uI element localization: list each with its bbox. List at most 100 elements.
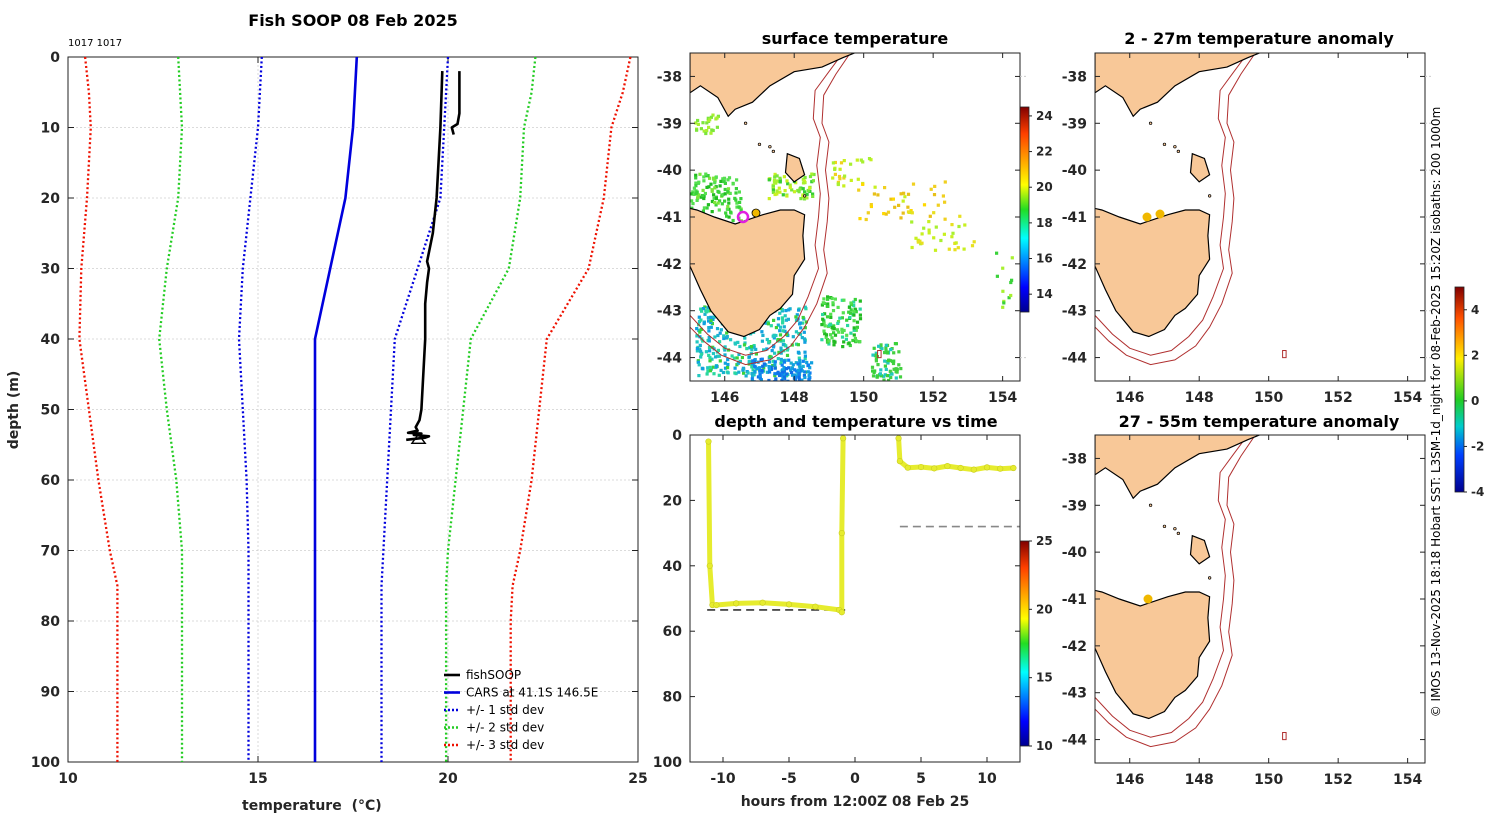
sst-pixel (705, 372, 709, 376)
sst-pixel (879, 343, 883, 347)
sst-pixel (711, 317, 715, 322)
sst-pixel (884, 343, 888, 347)
sst-pixel (831, 303, 835, 307)
sst-pixel (842, 184, 846, 188)
sst-pixel (807, 378, 811, 381)
dt-xtick-label: 5 (916, 771, 926, 787)
sst-pixel (836, 320, 841, 324)
sst-pixel (710, 128, 714, 132)
sst-pixel (695, 190, 699, 194)
sst-pixel (847, 310, 851, 314)
sst-pixel (694, 173, 698, 177)
sst-pixel (901, 211, 905, 215)
sst-pixel (739, 208, 743, 212)
dt-ytick-label: 100 (653, 755, 682, 771)
map-ytick-label: -43 (1062, 304, 1087, 320)
sst-pixel (885, 374, 890, 378)
sst-pixel (742, 367, 746, 371)
map-ytick-label: -42 (1062, 639, 1087, 655)
sst-pixel (811, 179, 815, 183)
sst-pixel (736, 361, 740, 365)
sst-pixel (715, 125, 719, 129)
sst-pixel (789, 361, 793, 365)
sst-pixel (780, 363, 784, 367)
sst-pixel (778, 178, 782, 182)
sst-pixel (731, 218, 735, 223)
sst-pixel (746, 371, 750, 375)
profile-title: Fish SOOP 08 Feb 2025 (248, 11, 457, 30)
sst-pixel (824, 335, 828, 339)
sst-pixel (812, 172, 816, 177)
sst-pixel (768, 354, 772, 359)
sst-pixel (832, 331, 836, 335)
dt-track-1-point (785, 601, 793, 608)
sst-pixel (782, 366, 786, 370)
sst-pixel (871, 353, 875, 357)
sst-pixel (785, 372, 789, 376)
sst-pixel (801, 187, 805, 191)
sst-pixel (778, 176, 782, 180)
sst-pixel (1001, 266, 1005, 270)
sst-pixel (771, 188, 775, 192)
dt-ytick-label: 40 (663, 559, 683, 575)
sst-pixel (787, 358, 791, 362)
sst-pixel (821, 301, 825, 305)
sst-pixel (933, 248, 938, 252)
profile-legend: fishSOOP CARS at 41.1S 146.5E +/- 1 std de… (444, 668, 598, 752)
sst-map-area (690, 53, 1014, 381)
sst-pixel (695, 346, 699, 351)
sst-pixel (701, 188, 705, 192)
sst-pixel (714, 176, 718, 180)
sst-pixel (811, 194, 815, 198)
sst-pixel (785, 353, 790, 357)
sst-pixel (722, 336, 726, 341)
dt-track-1 (706, 435, 846, 615)
sst-pixel (873, 185, 877, 189)
sst-pixel (794, 361, 798, 365)
sst-pixel (811, 192, 815, 196)
seamount-isobath (1282, 350, 1287, 359)
sst-pixel (920, 232, 924, 236)
dt-track-2-point (931, 465, 938, 472)
sst-pixel (878, 372, 882, 376)
sst-pixel (841, 311, 845, 315)
sst-pixel (784, 318, 788, 322)
sst-pixel (802, 374, 806, 378)
sst-pixel (830, 336, 834, 340)
map-xtick-label: 146 (710, 390, 739, 406)
sst-pixel (943, 200, 947, 204)
sst-pixel (698, 330, 702, 334)
dt-track-2-point (896, 458, 903, 465)
sst-pixel (906, 192, 911, 196)
sst-pixel (848, 315, 852, 320)
sst-pixel (798, 321, 803, 325)
sst-pixel (723, 187, 727, 192)
sst-pixel (801, 364, 805, 368)
sst-pixel (886, 351, 890, 355)
sst-pixel (771, 363, 775, 368)
sst-pixel (849, 301, 853, 305)
sst-pixel (713, 335, 717, 339)
sst-pixel (914, 236, 918, 240)
sst-pixel (779, 351, 783, 355)
sst-pixel (826, 295, 830, 299)
sst-pixel (743, 341, 747, 345)
map-ytick-label: -39 (1062, 498, 1087, 514)
sst-pixel (767, 365, 771, 369)
sst-pixel (726, 371, 730, 375)
sst-pixel (781, 319, 785, 323)
dt-xtick-label: -5 (781, 771, 797, 787)
sst-pixel (798, 332, 803, 336)
sst-pixel (890, 372, 894, 376)
sst-pixel (941, 194, 945, 198)
dt-track-1-point (812, 603, 819, 610)
sst-pixel (767, 340, 771, 344)
sst-pixel (772, 318, 776, 322)
sst-pixel (760, 370, 764, 374)
sst-pixel (832, 343, 836, 347)
map-ytick-label: -42 (1062, 257, 1087, 273)
sst-pixel (892, 367, 896, 371)
legend-entry: +/- 2 std dev (466, 721, 544, 735)
sst-pixel (943, 180, 947, 184)
sst-pixel (754, 352, 758, 356)
